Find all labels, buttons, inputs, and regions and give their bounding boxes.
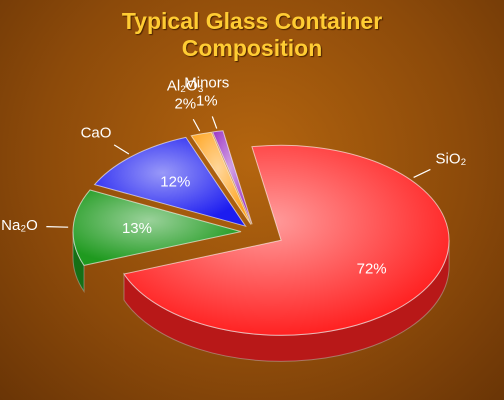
category-label: Minors <box>184 75 229 92</box>
category-label: CaO <box>81 125 112 142</box>
value-label: 12% <box>160 174 190 191</box>
value-label: 72% <box>357 260 387 277</box>
category-label: Na₂O <box>1 217 38 234</box>
category-label: Al₂O₃ <box>167 78 204 95</box>
leader-line <box>192 118 201 132</box>
value-label: 1% <box>196 93 218 110</box>
category-label: SiO₂ <box>436 151 467 168</box>
value-label: 13% <box>122 220 152 237</box>
leader-line <box>113 144 130 155</box>
leader-line <box>46 226 69 228</box>
leader-line <box>413 168 431 178</box>
chart-title: Typical Glass Container Composition <box>121 8 383 61</box>
leader-line <box>211 116 218 129</box>
value-label: 2% <box>174 96 196 113</box>
